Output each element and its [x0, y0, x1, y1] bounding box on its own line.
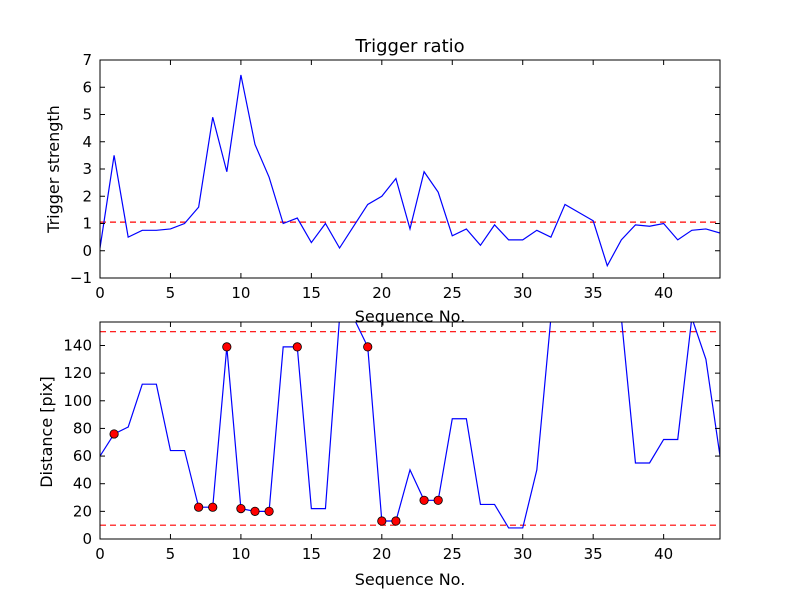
data-marker: [419, 495, 429, 505]
y-tick-label: 40: [73, 475, 92, 493]
data-marker: [208, 502, 218, 512]
data-marker: [264, 506, 274, 516]
y-tick-label: 60: [73, 447, 92, 465]
plot-content: [100, 74, 720, 268]
x-tick-label: 5: [166, 284, 176, 302]
data-marker: [433, 495, 443, 505]
y-tick-label: 2: [82, 187, 92, 205]
y-tick-label: −1: [70, 269, 92, 287]
x-tick-label: 5: [166, 545, 176, 563]
data-marker: [250, 506, 260, 516]
series-line: [100, 322, 720, 529]
y-tick-label: 0: [82, 530, 92, 548]
x-tick-label: 25: [443, 284, 462, 302]
y-tick-label: 6: [82, 78, 92, 96]
y-tick-label: 80: [73, 419, 92, 437]
data-marker: [391, 516, 401, 526]
x-tick-label: 35: [584, 284, 603, 302]
y-tick-label: 5: [82, 106, 92, 124]
y-tick-label: 4: [82, 133, 92, 151]
y-tick-label: 100: [63, 392, 92, 410]
y-tick-label: 20: [73, 502, 92, 520]
y-tick-label: 0: [82, 242, 92, 260]
y-tick-label: 120: [63, 364, 92, 382]
x-tick-label: 15: [302, 284, 321, 302]
data-marker: [109, 429, 119, 439]
data-marker: [363, 342, 373, 352]
data-marker: [222, 342, 232, 352]
chart-distance: 0 5 10 15 20 25 30 35 40 0 20 40 60 80 100 120 140 Seque…: [37, 321, 721, 589]
x-tick-label: 30: [513, 284, 532, 302]
x-axis-label: Sequence No.: [355, 307, 466, 326]
data-marker: [292, 342, 302, 352]
x-tick-label: 25: [443, 545, 462, 563]
y-tick-label: 3: [82, 160, 92, 178]
x-tick-label: 0: [95, 545, 105, 563]
series-line: [100, 74, 720, 268]
y-tick-label: 7: [82, 51, 92, 69]
x-tick-label: 0: [95, 284, 105, 302]
x-tick-label: 30: [513, 545, 532, 563]
data-marker: [236, 503, 246, 514]
x-tick-label: 10: [231, 545, 250, 563]
chart-trigger-ratio: Trigger ratio 0 5 10 15 20 25 30 35 40−101234567…: [44, 36, 721, 326]
data-marker: [377, 516, 387, 526]
x-tick-label: 20: [372, 284, 391, 302]
y-tick-label: 1: [82, 215, 92, 233]
plot-content: [100, 322, 720, 529]
x-tick-label: 40: [654, 284, 673, 302]
x-axis-label: Sequence No.: [355, 570, 466, 589]
x-tick-label: 15: [302, 545, 321, 563]
bottom-plot-area: 0 5 10 15 20 25 30 35 40 0 20 40 60 80 100 120 140: [63, 321, 721, 563]
x-tick-label: 40: [654, 545, 673, 563]
chart-title: Trigger ratio: [354, 36, 464, 57]
x-tick-label: 20: [372, 545, 391, 563]
axes-frame: [99, 321, 721, 540]
x-tick-label: 35: [584, 545, 603, 563]
y-axis-label: Trigger strength: [44, 105, 63, 234]
y-tick-label: 140: [63, 336, 92, 354]
x-tick-label: 10: [231, 284, 250, 302]
data-marker: [194, 502, 204, 512]
y-axis-label: Distance [pix]: [37, 376, 56, 488]
